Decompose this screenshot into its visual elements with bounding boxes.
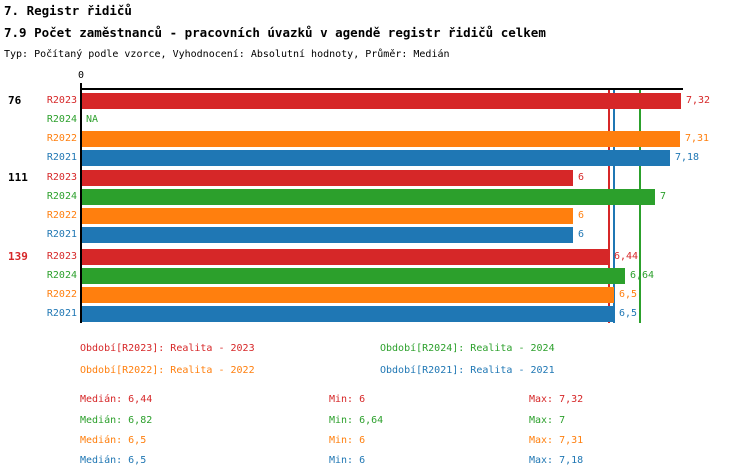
bar-value-label: 7,18 (675, 152, 700, 163)
row-label-R2024: R2024 (46, 191, 77, 202)
row-label-R2023: R2023 (46, 95, 77, 106)
bar-R2024 (82, 268, 625, 284)
bar-R2021 (82, 227, 573, 243)
bar-R2023 (82, 93, 681, 109)
stat-max: Max: 7,31 (529, 435, 584, 446)
bar-R2024 (82, 189, 655, 205)
row-label-R2022: R2022 (46, 133, 77, 144)
stat-median: Medián: 6,44 (80, 394, 153, 405)
row-label-R2023: R2023 (46, 172, 77, 183)
stat-max: Max: 7,32 (529, 394, 584, 405)
median-line-R2023 (608, 90, 610, 323)
row-label-R2022: R2022 (46, 289, 77, 300)
bar-value-label: 6,44 (614, 251, 639, 262)
bar-value-label: 7,31 (685, 133, 710, 144)
bar-R2022 (82, 287, 614, 303)
group-label: 111 (8, 171, 28, 184)
axis-zero-label: 0 (77, 70, 85, 81)
bar-R2021 (82, 306, 614, 322)
row-label-R2024: R2024 (46, 270, 77, 281)
row-label-R2024: R2024 (46, 114, 77, 125)
bar-value-label: 6 (578, 210, 585, 221)
bar-value-label: 7,32 (686, 95, 711, 106)
legend-item: Období[R2023]: Realita - 2023 (80, 343, 255, 354)
bar-R2023 (82, 249, 609, 265)
bar-R2022 (82, 208, 573, 224)
stat-median: Medián: 6,82 (80, 415, 153, 426)
bar-value-label: 7 (660, 191, 667, 202)
stat-median: Medián: 6,5 (80, 455, 147, 466)
stat-min: Min: 6 (329, 455, 366, 466)
chart-subtitle: Typ: Počítaný podle vzorce, Vyhodnocení:… (4, 49, 450, 60)
stat-min: Min: 6,64 (329, 415, 384, 426)
row-label-R2022: R2022 (46, 210, 77, 221)
legend-item: Období[R2024]: Realita - 2024 (380, 343, 555, 354)
group-label: 139 (8, 250, 28, 263)
legend-item: Období[R2021]: Realita - 2021 (380, 365, 555, 376)
row-label-R2023: R2023 (46, 251, 77, 262)
stat-max: Max: 7 (529, 415, 566, 426)
page-title: 7.9 Počet zaměstnanců - pracovních úvazk… (4, 25, 546, 40)
bar-value-label: 6,64 (630, 270, 655, 281)
stat-min: Min: 6 (329, 394, 366, 405)
median-line-R2021 (613, 90, 615, 323)
bar-value-label: 6 (578, 172, 585, 183)
bar-value-label: 6,5 (619, 308, 638, 319)
bar-value-label: 6,5 (619, 289, 638, 300)
row-label-R2021: R2021 (46, 308, 77, 319)
stat-median: Medián: 6,5 (80, 435, 147, 446)
stat-min: Min: 6 (329, 435, 366, 446)
bar-R2023 (82, 170, 573, 186)
axis-line-y (80, 83, 82, 323)
legend-item: Období[R2022]: Realita - 2022 (80, 365, 255, 376)
row-label-R2021: R2021 (46, 152, 77, 163)
bar-na-label: NA (86, 114, 99, 125)
median-line-R2024 (639, 90, 641, 323)
bar-value-label: 6 (578, 229, 585, 240)
bar-R2022 (82, 131, 680, 147)
stat-max: Max: 7,18 (529, 455, 584, 466)
group-label: 76 (8, 94, 22, 107)
axis-line-x (80, 88, 683, 90)
row-label-R2021: R2021 (46, 229, 77, 240)
report-section-title: 7. Registr řidičů (4, 3, 132, 18)
bar-R2021 (82, 150, 670, 166)
